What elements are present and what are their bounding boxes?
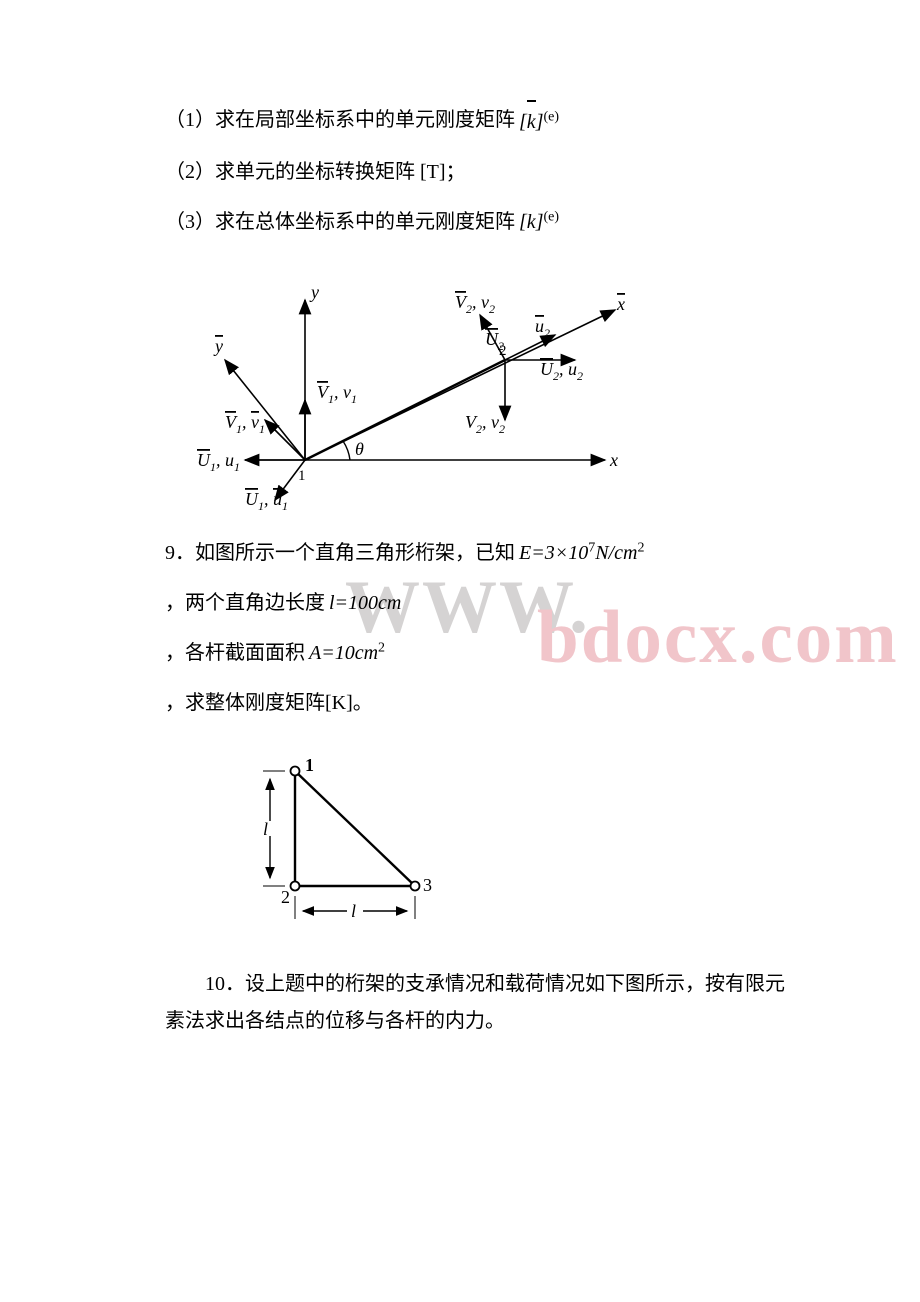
item-2-num: （2）: [165, 154, 215, 190]
item-2-text: 求单元的坐标转换矩阵 [T]；: [215, 154, 466, 190]
item-1-formula: [k](e): [515, 100, 563, 140]
item-3-text: 求在总体坐标系中的单元刚度矩阵: [215, 204, 515, 240]
item-2: （2） 求单元的坐标转换矩阵 [T]；: [165, 154, 800, 190]
p9-A: A=10cm2: [305, 635, 389, 671]
svg-text:1: 1: [305, 755, 314, 775]
svg-text:V2, v2: V2, v2: [455, 292, 495, 316]
lbl-y: y: [309, 282, 319, 302]
svg-text:u2: u2: [535, 316, 550, 340]
svg-text:2: 2: [499, 343, 507, 359]
problem-9-line4: ，求整体刚度矩阵[K]。: [165, 685, 800, 721]
svg-text:U2, u2: U2, u2: [540, 359, 583, 383]
item-1-text: 求在局部坐标系中的单元刚度矩阵: [215, 102, 515, 138]
svg-text:2: 2: [281, 887, 290, 907]
item-1-num: （1）: [165, 102, 215, 138]
svg-text:1: 1: [298, 468, 306, 484]
problem-10: 10．设上题中的桁架的支承情况和载荷情况如下图所示，按有限元素法求出各结点的位移…: [165, 966, 800, 1040]
svg-text:3: 3: [423, 875, 432, 895]
figure-coord-transform: y y V2, v2 x u2 U2 2 U2, u2 V1, v1 V1, v…: [185, 270, 800, 515]
item-3-num: （3）: [165, 204, 215, 240]
problem-9-line3: ，各杆截面面积 A=10cm2: [165, 635, 800, 671]
figure-triangle-truss: 1 2 3 l l: [225, 751, 800, 946]
svg-text:U1, u1: U1, u1: [197, 450, 240, 474]
item-3-formula: [k](e): [515, 204, 563, 240]
svg-text:y: y: [213, 336, 223, 356]
problem-9-line1: 9．如图所示一个直角三角形桁架，已知 E=3×107N/cm2: [165, 535, 800, 571]
svg-text:V2, v2: V2, v2: [465, 412, 505, 436]
svg-text:V1, v1: V1, v1: [317, 382, 357, 406]
svg-text:θ: θ: [355, 439, 364, 459]
p9-l: l=100cm: [325, 585, 405, 621]
svg-text:x: x: [616, 294, 625, 314]
item-1: （1） 求在局部坐标系中的单元刚度矩阵 [k](e): [165, 100, 800, 140]
p9-E: E=3×107N/cm2: [515, 535, 648, 571]
svg-text:V1, v1: V1, v1: [225, 412, 265, 436]
problem-9-line2: ，两个直角边长度 l=100cm: [165, 585, 800, 621]
svg-text:U1, u1: U1, u1: [245, 489, 288, 510]
item-3: （3） 求在总体坐标系中的单元刚度矩阵 [k](e): [165, 204, 800, 240]
svg-text:l: l: [351, 901, 356, 921]
svg-text:x: x: [609, 450, 618, 470]
svg-text:l: l: [263, 819, 268, 839]
